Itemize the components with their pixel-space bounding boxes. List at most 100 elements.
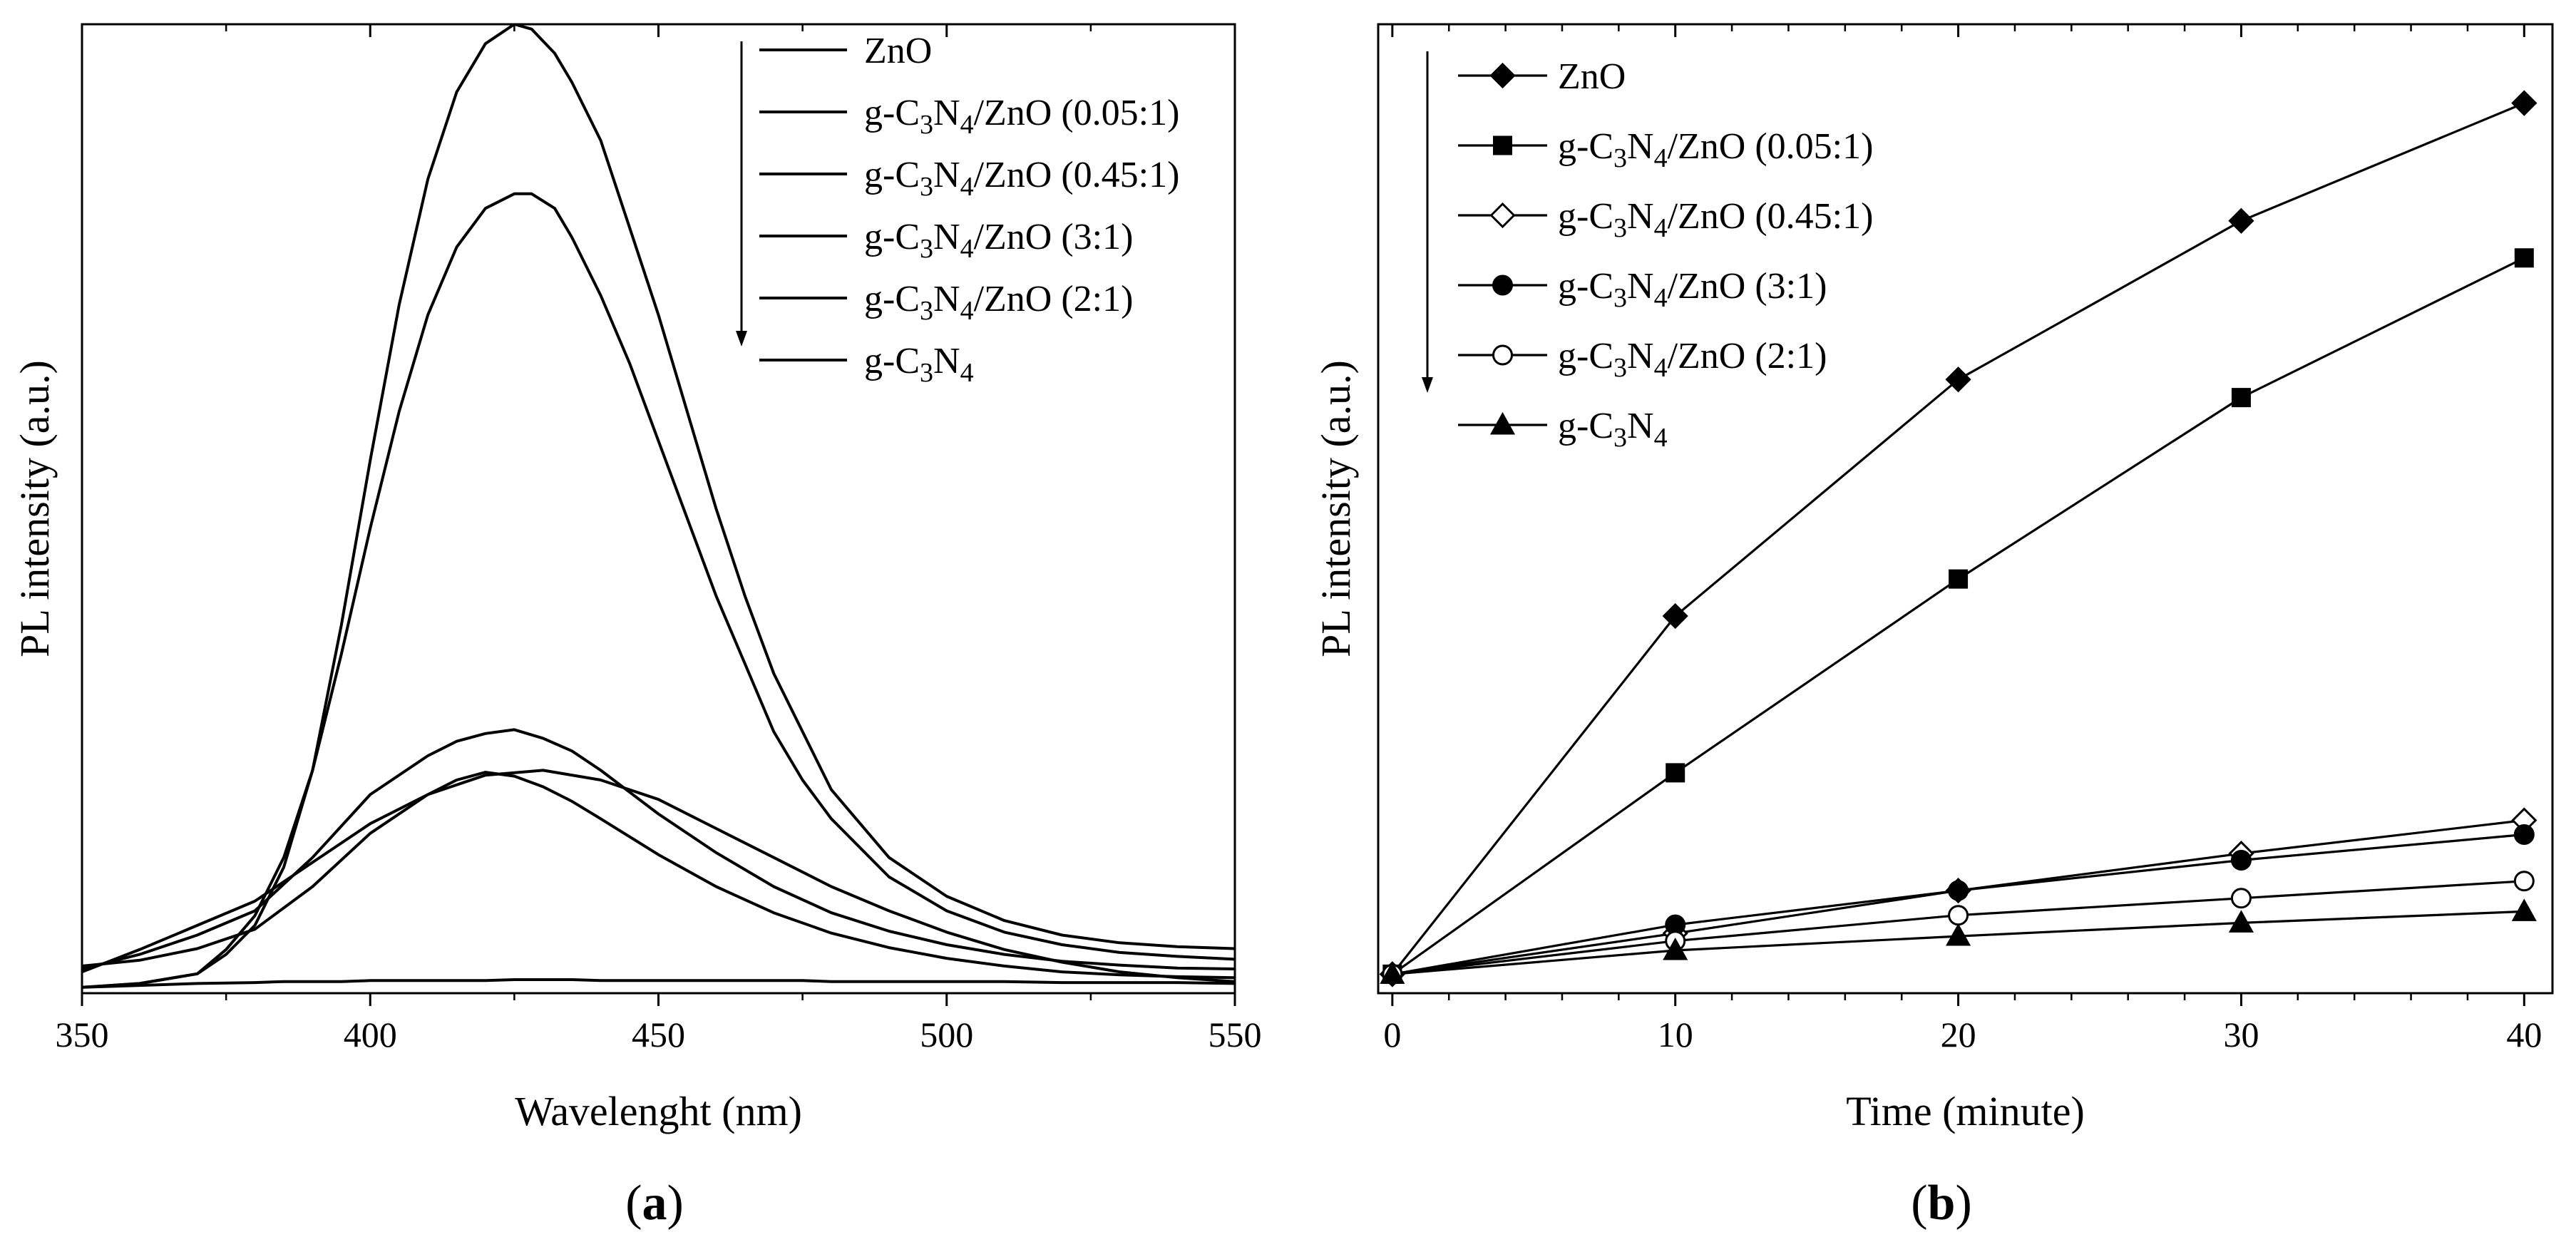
- x-tick-label: 40: [2506, 1015, 2542, 1055]
- legend-label-2-part-1: 3: [920, 172, 933, 202]
- legend-label-5-part-1: 3: [1613, 423, 1627, 453]
- legend-label-1-part-4: /ZnO (0.05:1): [1668, 126, 1874, 167]
- data-point-series-3: [1948, 880, 1969, 901]
- legend-marker-5: [1489, 411, 1516, 435]
- legend-label-5: g-C3N4: [1558, 406, 1668, 453]
- legend-label-2: g-C3N4/ZnO (0.45:1): [864, 155, 1179, 202]
- legend-label-4-part-1: 3: [1613, 353, 1627, 383]
- legend-label-2-part-4: /ZnO (0.45:1): [1668, 196, 1874, 237]
- legend-label-1-part-3: 4: [960, 110, 974, 140]
- plot-frame: [1377, 23, 2554, 995]
- legend-label-4-part-1: 3: [920, 296, 933, 326]
- legend-label-1-part-4: /ZnO (0.05:1): [974, 93, 1180, 133]
- panel-label-letter: a: [642, 1176, 667, 1231]
- data-point-series-1: [2231, 388, 2251, 408]
- data-point-series-1: [2514, 248, 2534, 268]
- panel-label-close: ): [667, 1176, 684, 1231]
- legend-label-3-part-4: /ZnO (3:1): [974, 217, 1134, 257]
- legend-label-3-part-1: 3: [1613, 283, 1627, 313]
- data-point-series-5: [1380, 961, 1405, 984]
- data-point-series-1: [1949, 569, 1969, 589]
- panel-label: (b): [1911, 1176, 1972, 1231]
- legend-label-4-part-3: 4: [960, 296, 974, 326]
- legend-label-2-part-4: /ZnO (0.45:1): [974, 155, 1180, 195]
- legend-label-0-part-0: ZnO: [864, 31, 932, 71]
- legend-label-1-part-3: 4: [1654, 143, 1668, 173]
- legend-label-0: ZnO: [1558, 56, 1626, 97]
- legend-order-arrowhead: [736, 331, 747, 347]
- legend-label-3: g-C3N4/ZnO (3:1): [1558, 266, 1827, 313]
- x-tick-label: 350: [56, 1015, 109, 1055]
- x-tick-label: 0: [1383, 1015, 1401, 1055]
- legend-label-3: g-C3N4/ZnO (3:1): [864, 217, 1133, 264]
- legend-label-1: g-C3N4/ZnO (0.05:1): [1558, 126, 1873, 173]
- x-tick-label: 450: [632, 1015, 685, 1055]
- x-tick-label: 30: [2223, 1015, 2259, 1055]
- data-point-series-0: [1662, 602, 1688, 630]
- y-axis-title: PL intensity (a.u.): [11, 360, 58, 657]
- legend-label-2-part-2: N: [1627, 196, 1654, 237]
- legend-label-4: g-C3N4/ZnO (2:1): [1558, 336, 1827, 383]
- legend-label-5-part-2: N: [933, 341, 960, 381]
- legend-label-4: g-C3N4/ZnO (2:1): [864, 279, 1133, 326]
- panel-label: (a): [625, 1176, 684, 1231]
- panel-label-open: (: [625, 1176, 642, 1231]
- legend-label-0-part-0: ZnO: [1558, 56, 1626, 97]
- legend-label-5-part-2: N: [1627, 406, 1654, 446]
- legend-label-3-part-0: g-C: [1558, 266, 1613, 307]
- legend-label-2-part-3: 4: [1654, 213, 1668, 243]
- data-point-series-5: [2511, 898, 2537, 921]
- legend-label-5: g-C3N4: [864, 341, 974, 388]
- legend-label-2-part-2: N: [933, 155, 960, 195]
- data-point-series-5: [2228, 910, 2254, 933]
- legend-label-2-part-3: 4: [960, 172, 974, 202]
- legend-label-5-part-1: 3: [920, 358, 933, 388]
- data-point-series-0: [2228, 207, 2254, 234]
- legend-label-0: ZnO: [864, 31, 932, 71]
- legend-label-4-part-4: /ZnO (2:1): [974, 279, 1134, 319]
- x-tick-label: 550: [1209, 1015, 1262, 1055]
- legend-label-3-part-3: 4: [1654, 283, 1668, 313]
- data-point-series-3: [2230, 849, 2252, 871]
- legend-label-4-part-0: g-C: [864, 279, 920, 319]
- data-point-series-0: [2511, 90, 2537, 116]
- y-axis-title: PL intensity (a.u.): [1313, 360, 1359, 657]
- x-tick-label: 10: [1658, 1015, 1693, 1055]
- legend-label-1: g-C3N4/ZnO (0.05:1): [864, 93, 1179, 140]
- legend-label-2-part-0: g-C: [1558, 196, 1613, 237]
- legend-label-3-part-4: /ZnO (3:1): [1668, 266, 1827, 307]
- legend-label-3-part-2: N: [1627, 266, 1654, 307]
- data-point-series-1: [1666, 763, 1685, 783]
- series-group: [82, 24, 1235, 989]
- data-point-series-5: [1663, 937, 1688, 960]
- data-point-series-4: [2230, 888, 2252, 909]
- legend-label-5-part-3: 4: [1654, 423, 1668, 453]
- x-tick-label: 20: [1941, 1015, 1976, 1055]
- legend-label-1-part-2: N: [1627, 126, 1654, 167]
- data-point-series-0: [1945, 366, 1971, 393]
- series-line-4: [82, 771, 1235, 980]
- legend-label-4-part-4: /ZnO (2:1): [1668, 336, 1827, 376]
- legend-label-4-part-2: N: [933, 279, 960, 319]
- legend-label-2-part-0: g-C: [864, 155, 920, 195]
- legend-label-4-part-0: g-C: [1558, 336, 1613, 376]
- legend-label-2: g-C3N4/ZnO (0.45:1): [1558, 196, 1873, 243]
- legend-marker-4: [1492, 344, 1513, 366]
- data-point-series-5: [1946, 923, 1971, 946]
- series-line-3: [82, 728, 1235, 970]
- panel-label-close: ): [1955, 1176, 1971, 1231]
- x-tick-label: 500: [920, 1015, 973, 1055]
- data-point-series-4: [1948, 905, 1969, 926]
- chart-panel-b: 0 10 20 30 40 Time (minute) PL intensity (a.u.…: [1313, 23, 2554, 1231]
- legend-label-2-part-1: 3: [1613, 213, 1627, 243]
- legend-label-1-part-1: 3: [920, 110, 933, 140]
- legend-marker-2: [1489, 202, 1516, 229]
- series-line-1: [82, 24, 1235, 989]
- legend-marker-0: [1489, 62, 1516, 89]
- legend-label-4-part-3: 4: [1654, 353, 1668, 383]
- series-line-0: [82, 978, 1235, 989]
